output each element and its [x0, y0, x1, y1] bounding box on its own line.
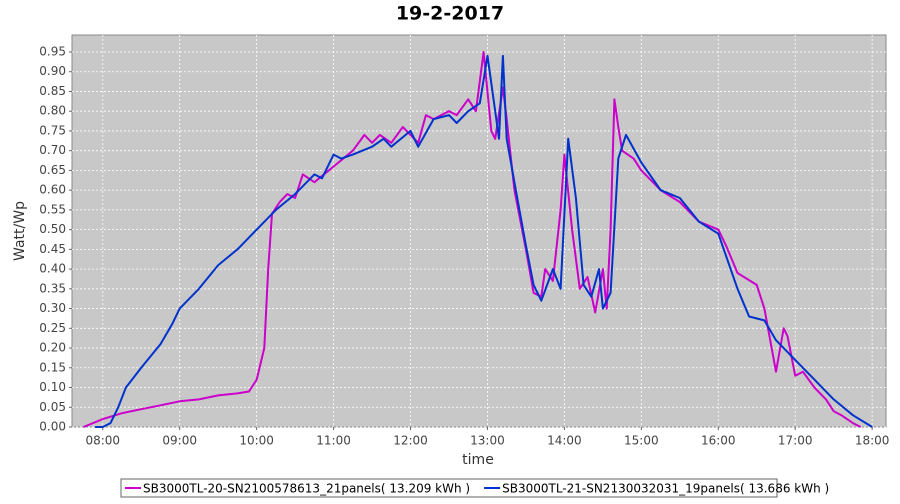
y-tick-label: 0.40	[39, 262, 66, 276]
y-tick-label: 0.55	[39, 202, 66, 216]
y-tick-label: 0.60	[39, 183, 66, 197]
y-tick-label: 0.65	[39, 163, 66, 177]
y-tick-label: 0.50	[39, 222, 66, 236]
x-tick-label: 17:00	[778, 434, 813, 448]
chart-title: 19-2-2017	[396, 3, 504, 25]
y-tick-label: 0.95	[39, 44, 66, 58]
y-tick-label: 0.30	[39, 301, 66, 315]
series-line	[83, 51, 862, 428]
plot-area	[71, 34, 887, 428]
legend	[120, 478, 778, 498]
y-axis-label: Watt/Wp	[12, 201, 28, 261]
y-tick-label: 0.05	[39, 400, 66, 414]
y-tick-label: 0.15	[39, 360, 66, 374]
y-tick-label: 0.25	[39, 321, 66, 335]
y-tick-label: 0.85	[39, 84, 66, 98]
y-tick-label: 0.90	[39, 64, 66, 78]
y-tick-label: 0.75	[39, 123, 66, 137]
x-tick-label: 15:00	[624, 434, 659, 448]
x-tick-label: 10:00	[239, 434, 274, 448]
x-axis-label: time	[462, 452, 494, 468]
legend-label: SB3000TL-20-SN2100578613_21panels( 13.20…	[143, 482, 470, 496]
x-tick-label: 14:00	[547, 434, 582, 448]
legend-label: SB3000TL-21-SN2130032031_19panels( 13.68…	[502, 482, 829, 496]
y-tick-label: 0.35	[39, 281, 66, 295]
x-tick-label: 13:00	[470, 434, 505, 448]
x-tick-label: 11:00	[316, 434, 351, 448]
y-tick-label: 0.10	[39, 380, 66, 394]
x-tick-label: 16:00	[701, 434, 736, 448]
y-tick-label: 0.20	[39, 341, 66, 355]
x-tick-label: 12:00	[393, 434, 428, 448]
series-line	[95, 54, 873, 428]
y-tick-label: 0.80	[39, 104, 66, 118]
x-tick-label: 08:00	[85, 434, 120, 448]
x-tick-label: 18:00	[855, 434, 890, 448]
y-tick-label: 0.70	[39, 143, 66, 157]
y-tick-label: 0.00	[39, 420, 66, 434]
x-tick-label: 09:00	[162, 434, 197, 448]
y-tick-label: 0.45	[39, 242, 66, 256]
